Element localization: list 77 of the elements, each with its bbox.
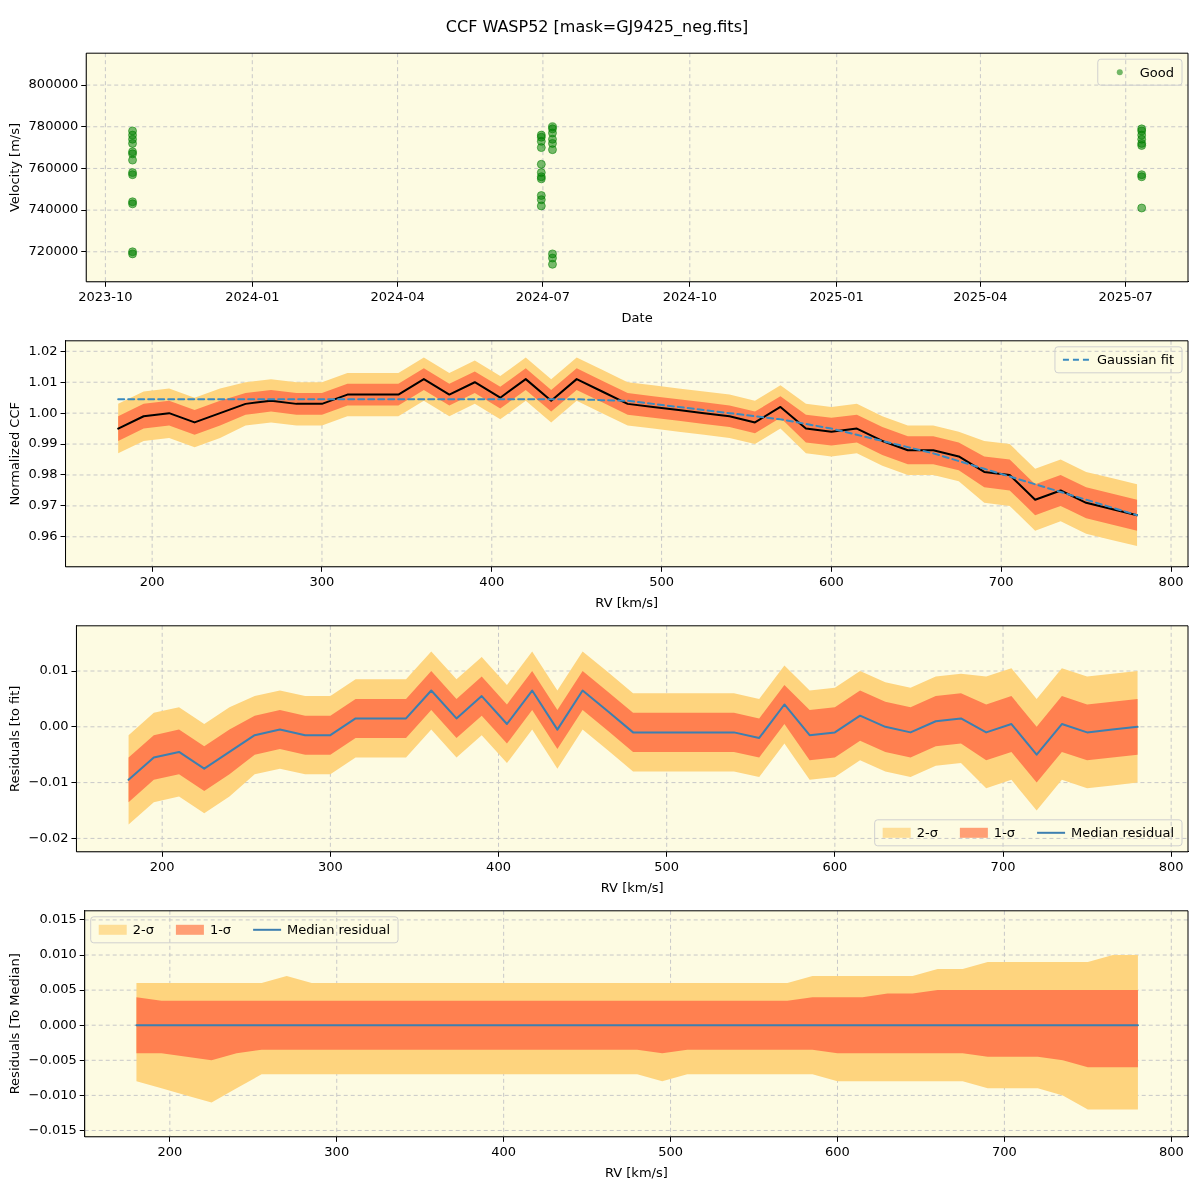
y-tick-label: 0.98 bbox=[28, 466, 58, 482]
y-tick-label: 0.010 bbox=[39, 946, 77, 962]
y-tick-label: 740000 bbox=[28, 201, 79, 217]
x-axis-title: Date bbox=[621, 309, 653, 325]
point bbox=[536, 201, 546, 211]
y-tick-label: −0.02 bbox=[28, 829, 69, 845]
legend-label: 2-σ bbox=[916, 825, 938, 841]
x-tick-label: 2023-10 bbox=[78, 288, 133, 304]
x-tick-label: 400 bbox=[479, 573, 505, 589]
y-axis-title: Velocity [m/s] bbox=[7, 122, 23, 213]
x-tick-label: 2025-01 bbox=[809, 288, 864, 304]
x-tick-label: 300 bbox=[324, 1143, 350, 1159]
y-tick-label: 0.99 bbox=[28, 435, 58, 451]
legend-label: Good bbox=[1139, 64, 1174, 80]
x-tick-label: 700 bbox=[990, 858, 1016, 874]
y-tick-label: −0.01 bbox=[28, 773, 69, 789]
y-tick-label: 0.96 bbox=[28, 528, 58, 544]
x-tick-label: 2024-10 bbox=[662, 288, 717, 304]
point bbox=[536, 159, 546, 169]
x-axis-title: RV [km/s] bbox=[600, 879, 664, 895]
y-tick-label: 780000 bbox=[28, 118, 79, 134]
x-tick-label: 500 bbox=[649, 573, 674, 589]
point bbox=[536, 143, 546, 153]
x-tick-label: 2024-04 bbox=[370, 288, 425, 304]
x-tick-label: 500 bbox=[654, 858, 680, 874]
point bbox=[1137, 203, 1147, 213]
x-tick-label: 500 bbox=[658, 1143, 683, 1159]
y-tick-label: 0.015 bbox=[39, 911, 77, 927]
x-tick-label: 2024-07 bbox=[515, 288, 571, 304]
x-tick-label: 600 bbox=[825, 1143, 850, 1159]
x-tick-label: 600 bbox=[822, 858, 848, 874]
legend-label: Gaussian fit bbox=[1096, 352, 1174, 368]
x-tick-label: 600 bbox=[818, 573, 844, 589]
legend-label: 1-σ bbox=[993, 825, 1016, 841]
legend-label: Median residual bbox=[1071, 825, 1175, 841]
x-tick-label: 400 bbox=[491, 1143, 517, 1159]
y-tick-label: 800000 bbox=[28, 76, 79, 92]
y-tick-label: 1.02 bbox=[28, 342, 58, 358]
y-tick-label: −0.010 bbox=[28, 1086, 77, 1102]
y-tick-label: 0.01 bbox=[39, 662, 69, 678]
y-tick-label: 0.000 bbox=[39, 1016, 77, 1032]
y-tick-label: 0.00 bbox=[39, 718, 69, 734]
point bbox=[128, 155, 138, 165]
legend-label: 2-σ bbox=[132, 922, 154, 938]
x-tick-label: 800 bbox=[1158, 573, 1184, 589]
y-tick-label: −0.005 bbox=[28, 1051, 77, 1067]
x-tick-label: 2025-07 bbox=[1098, 288, 1153, 304]
x-tick-label: 2024-01 bbox=[225, 288, 280, 304]
y-tick-label: 0.97 bbox=[28, 497, 58, 513]
legend-label: 1-σ bbox=[209, 922, 232, 938]
x-tick-label: 800 bbox=[1158, 1143, 1184, 1159]
x-tick-label: 400 bbox=[486, 858, 511, 874]
x-tick-label: 2025-04 bbox=[953, 288, 1008, 304]
x-tick-label: 200 bbox=[139, 573, 165, 589]
y-tick-label: 760000 bbox=[28, 159, 79, 175]
point bbox=[547, 145, 557, 155]
x-tick-label: 200 bbox=[149, 858, 175, 874]
x-tick-label: 700 bbox=[991, 1143, 1017, 1159]
y-axis-title: Residuals [To Median] bbox=[7, 953, 23, 1095]
x-tick-label: 300 bbox=[309, 573, 335, 589]
chart-title: CCF WASP52 [mask=GJ9425_neg.fits] bbox=[445, 16, 749, 37]
y-tick-label: −0.015 bbox=[28, 1121, 77, 1137]
y-tick-label: 0.005 bbox=[39, 981, 77, 997]
x-tick-label: 800 bbox=[1158, 858, 1184, 874]
y-tick-label: 1.01 bbox=[28, 373, 58, 389]
x-tick-label: 200 bbox=[157, 1143, 183, 1159]
point bbox=[547, 259, 557, 269]
legend-label: Median residual bbox=[287, 922, 391, 938]
x-axis-title: RV [km/s] bbox=[595, 594, 659, 610]
y-axis-title: Residuals [to fit] bbox=[7, 685, 23, 793]
point bbox=[128, 138, 138, 148]
x-axis-title: RV [km/s] bbox=[604, 1164, 668, 1180]
y-tick-label: 720000 bbox=[28, 243, 79, 259]
x-tick-label: 300 bbox=[317, 858, 343, 874]
y-axis-title: Normalized CCF bbox=[7, 402, 23, 506]
x-tick-label: 700 bbox=[988, 573, 1014, 589]
y-tick-label: 1.00 bbox=[28, 404, 58, 420]
